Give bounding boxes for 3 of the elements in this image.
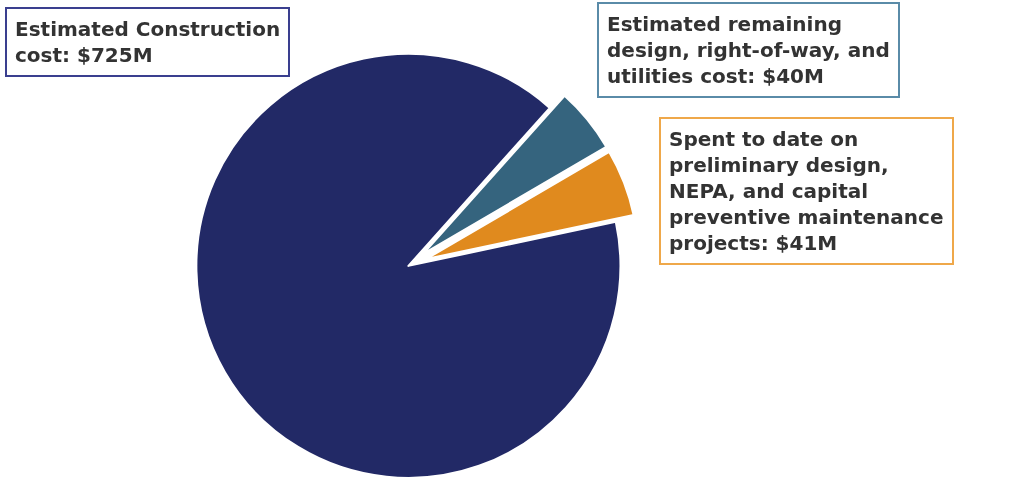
slice-label: Estimated Construction cost: $725M	[15, 17, 281, 67]
slice-label: Estimated remaining design, right-of-way, and utilities cost: $40M	[607, 12, 890, 88]
slice-label: Spent to date on preliminary design, NEPA, and capital preventive maintenance projects: $41M	[669, 127, 944, 255]
